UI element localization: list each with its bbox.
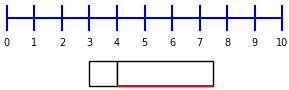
Text: 10: 10 (276, 38, 288, 48)
Text: 0: 0 (4, 38, 10, 48)
Text: 3: 3 (86, 38, 92, 48)
Text: 1: 1 (31, 38, 38, 48)
Text: 6: 6 (169, 38, 175, 48)
Text: 2: 2 (59, 38, 65, 48)
Text: 4: 4 (114, 38, 120, 48)
Text: 8: 8 (224, 38, 230, 48)
Bar (117, 61, 213, 86)
Text: 5: 5 (141, 38, 148, 48)
Text: 9: 9 (251, 38, 258, 48)
Bar (90, 61, 117, 86)
Text: 7: 7 (197, 38, 203, 48)
